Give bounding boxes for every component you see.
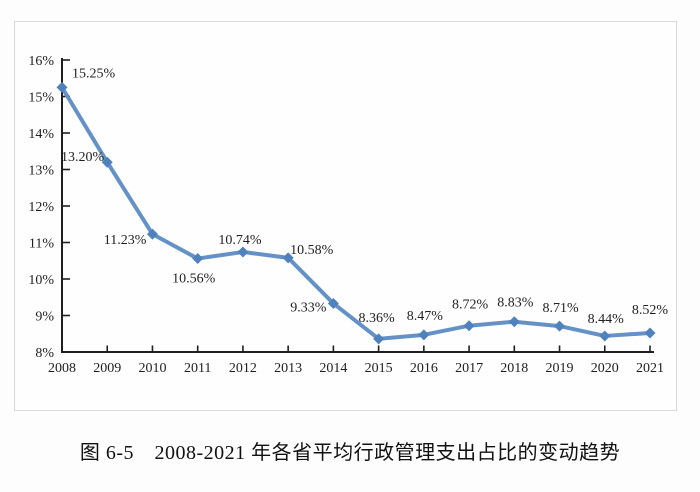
y-tick-label: 13% — [28, 164, 54, 179]
x-tick-label: 2014 — [319, 361, 347, 376]
data-point-marker — [56, 81, 68, 93]
data-point-label: 10.58% — [290, 243, 334, 258]
data-point-marker — [418, 329, 430, 341]
data-point-label: 8.71% — [542, 301, 579, 316]
x-tick-label: 2010 — [138, 361, 166, 376]
data-point-label: 15.25% — [72, 66, 116, 81]
data-point-marker — [146, 228, 158, 240]
x-tick-label: 2008 — [48, 361, 76, 376]
x-tick-label: 2011 — [184, 361, 211, 376]
data-point-marker — [373, 333, 385, 345]
y-tick-label: 16% — [28, 54, 54, 69]
x-tick-label: 2016 — [410, 361, 438, 376]
x-tick-label: 2018 — [500, 361, 528, 376]
data-point-marker — [599, 330, 611, 342]
x-tick-label: 2019 — [546, 361, 574, 376]
data-point-marker — [237, 246, 249, 258]
data-point-label: 8.52% — [632, 303, 669, 318]
y-tick-label: 8% — [35, 346, 54, 361]
x-tick-label: 2012 — [229, 361, 257, 376]
data-point-marker — [101, 156, 113, 168]
figure-caption: 图 6-5 2008-2021 年各省平均行政管理支出占比的变动趋势 — [79, 442, 621, 464]
data-point-marker — [508, 316, 520, 328]
y-tick-label: 10% — [28, 273, 54, 288]
chart-plot-border — [14, 21, 677, 411]
data-point-label: 10.56% — [172, 272, 216, 287]
data-point-marker — [282, 252, 294, 264]
data-point-marker — [463, 320, 475, 332]
data-point-label: 8.44% — [588, 312, 625, 327]
data-point-label: 8.47% — [407, 309, 444, 324]
x-tick-label: 2015 — [365, 361, 393, 376]
x-tick-label: 2017 — [455, 361, 483, 376]
y-tick-label: 12% — [28, 200, 54, 215]
x-tick-label: 2013 — [274, 361, 302, 376]
data-point-label: 8.72% — [452, 298, 489, 313]
data-point-marker — [327, 297, 339, 309]
data-point-label: 11.23% — [104, 233, 147, 248]
data-point-label: 13.20% — [61, 150, 105, 165]
x-tick-label: 2020 — [591, 361, 619, 376]
x-tick-label: 2021 — [636, 361, 664, 376]
y-tick-label: 14% — [28, 127, 54, 142]
data-point-label: 8.83% — [497, 296, 534, 311]
trend-line — [60, 85, 653, 341]
data-point-marker — [554, 320, 566, 332]
data-point-marker — [644, 327, 656, 339]
data-point-marker — [192, 253, 204, 265]
data-point-label: 9.33% — [290, 300, 327, 315]
data-point-label: 10.74% — [218, 233, 262, 248]
data-point-label: 8.36% — [359, 311, 396, 326]
y-tick-label: 11% — [29, 237, 54, 252]
y-tick-label: 15% — [28, 91, 54, 106]
line-chart: 8% 9% 10% 11% 12% 13% 14% 15% 16% 2008 2009 2010 201… — [28, 54, 669, 376]
y-tick-label: 9% — [35, 310, 54, 325]
x-tick-label: 2009 — [93, 361, 121, 376]
